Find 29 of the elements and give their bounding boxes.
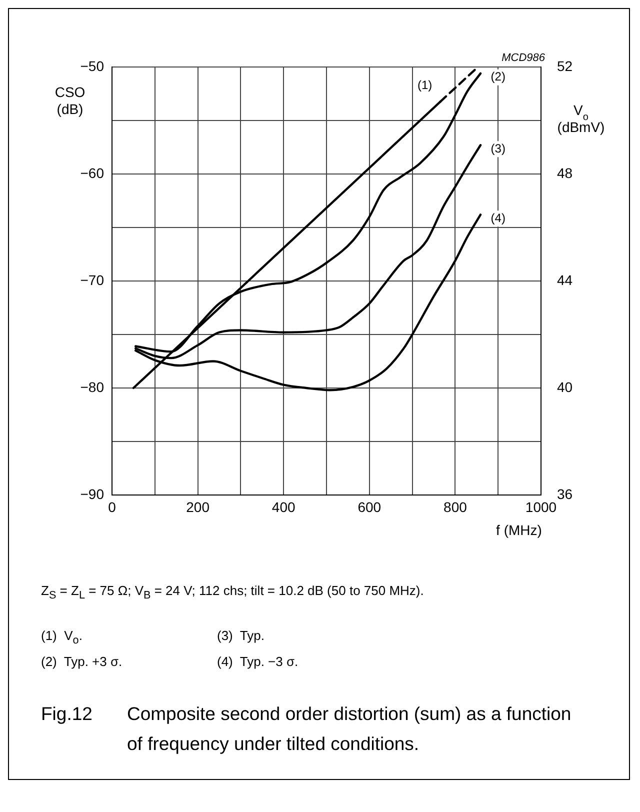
y-axis-title: CSO (dB)	[54, 84, 86, 117]
y2-tick-label: 52	[557, 58, 573, 74]
x-axis-title: f (MHz)	[496, 522, 542, 538]
text: MCD986	[502, 52, 546, 64]
x-tick-label: 800	[444, 498, 468, 515]
series-label: (3)	[490, 141, 506, 156]
y-tick-label: −60	[80, 164, 104, 181]
text: Z$_{S}$ = Z$_{L}$ = 75 Ω; V$_{B}$ = 24 V; 112 chs; tilt = 10.2 dB (50 to 750 MHz).	[41, 583, 425, 602]
y-tick-label: −50	[80, 58, 104, 74]
y-tick-label: −80	[80, 378, 104, 395]
chart-title: Fig.12 Composite second order distortion (sum) as a function of frequency under tilted conditions.	[41, 703, 572, 754]
text: (3) Typ.	[217, 628, 266, 645]
y-tick-label: −70	[80, 272, 104, 288]
text: (1) V$_{o}$.	[41, 628, 84, 646]
text: (2) Typ. +3 σ.	[41, 654, 124, 670]
x-tick-label: 600	[358, 498, 382, 515]
x-tick-label: 400	[272, 498, 296, 515]
y2-tick-label: 48	[557, 164, 573, 181]
series-label: (2)	[490, 70, 506, 84]
x-tick-label: 1000	[525, 498, 557, 515]
x-tick-label: 200	[186, 498, 210, 515]
text: (4) Typ. −3 σ.	[217, 654, 300, 670]
y2-tick-label: 36	[557, 486, 573, 502]
y-tick-label: −90	[80, 486, 104, 502]
y2-tick-label: 40	[557, 378, 573, 395]
series-label: (4)	[490, 210, 506, 225]
x-tick-label: 0	[108, 498, 116, 515]
series-label: (1)	[418, 78, 432, 92]
y2-tick-label: 44	[557, 272, 573, 288]
